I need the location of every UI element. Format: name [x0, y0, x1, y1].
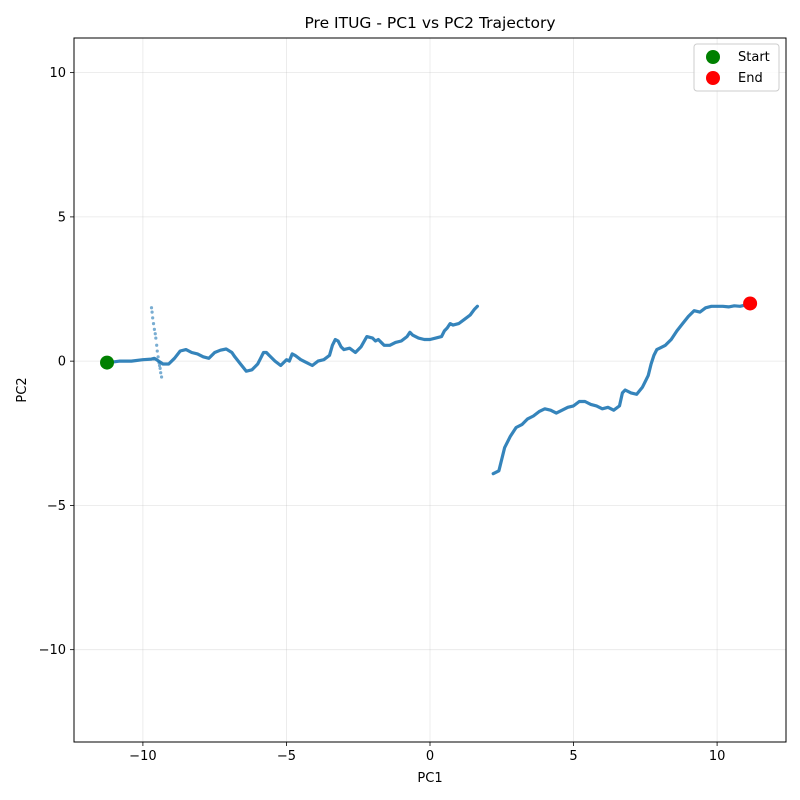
- trajectory-segment-2: [491, 301, 752, 476]
- x-tick-label: −10: [129, 749, 156, 764]
- trajectory-point: [157, 360, 161, 365]
- trajectory-point: [155, 349, 159, 353]
- chart-title: Pre ITUG - PC1 vs PC2 Trajectory: [304, 14, 555, 32]
- x-tick-label: −5: [277, 749, 296, 764]
- legend-start-marker: [706, 50, 720, 64]
- y-tick-label: 5: [58, 210, 66, 225]
- trajectory-point: [151, 322, 156, 326]
- legend-end-label: End: [738, 71, 763, 86]
- trajectory-point: [150, 310, 154, 314]
- trajectory-segment-0: [106, 304, 479, 373]
- grid-lines: [74, 38, 786, 742]
- trajectory-point: [153, 332, 157, 336]
- trajectory-point: [157, 363, 162, 368]
- legend-end-marker: [706, 71, 720, 85]
- trajectory-point: [149, 306, 154, 310]
- y-axis-ticks: −10 −5 0 5 10: [39, 66, 74, 658]
- series-layer: [106, 301, 752, 476]
- legend-start-label: Start: [738, 50, 770, 65]
- trajectory-point: [156, 355, 160, 359]
- x-tick-label: 0: [426, 749, 434, 764]
- x-tick-label: 10: [709, 749, 726, 764]
- y-axis-label: PC2: [15, 377, 30, 402]
- y-tick-label: −10: [39, 643, 66, 658]
- legend: Start End: [693, 43, 780, 92]
- trajectory-point: [158, 366, 162, 370]
- trajectory-point: [159, 371, 163, 375]
- trajectory-point: [154, 336, 158, 340]
- y-tick-label: 0: [58, 355, 66, 370]
- end-marker: [743, 296, 758, 311]
- trajectory-point: [155, 343, 159, 347]
- y-tick-label: −5: [47, 499, 66, 514]
- trajectory-point: [151, 316, 155, 320]
- trajectory-point: [152, 327, 156, 332]
- x-tick-label: 5: [569, 749, 577, 764]
- x-axis-label: PC1: [417, 771, 442, 786]
- start-marker: [100, 355, 115, 370]
- y-tick-label: 10: [49, 66, 66, 81]
- x-axis-ticks: −10 −5 0 5 10: [129, 742, 725, 764]
- marker-layer: [100, 296, 758, 370]
- trajectory-point: [159, 375, 164, 379]
